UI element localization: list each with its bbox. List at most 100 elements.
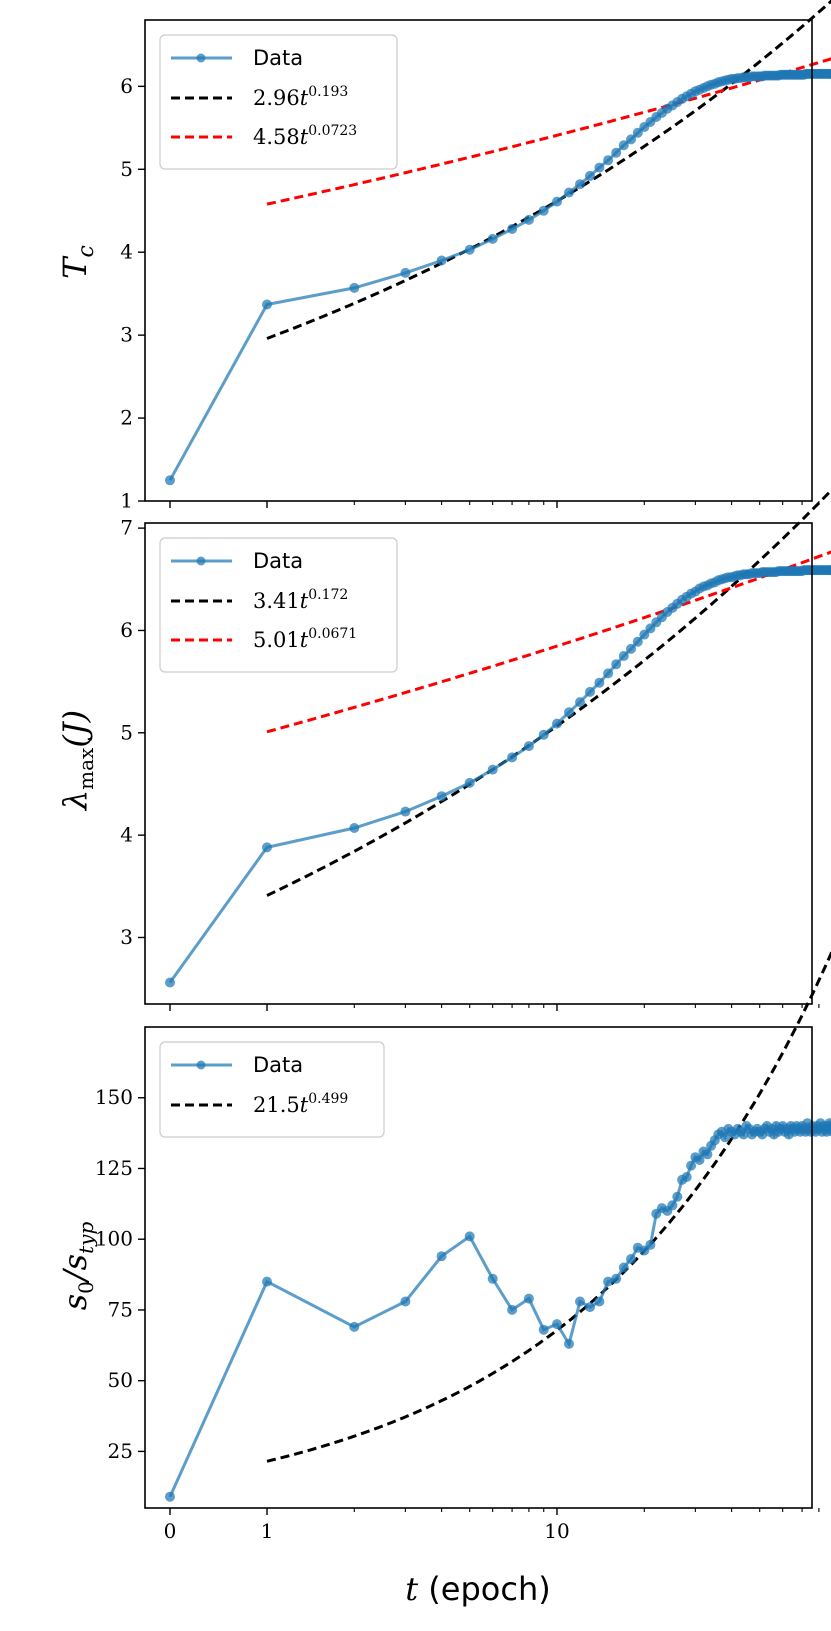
data-point	[165, 475, 175, 486]
y-tick-label: 4	[120, 823, 133, 847]
data-point	[681, 1172, 692, 1182]
y-tick-label: 5	[120, 720, 133, 744]
data-point	[626, 1254, 636, 1264]
data-point	[487, 233, 498, 244]
data-point	[618, 651, 629, 661]
data-point	[828, 565, 831, 575]
legend-label-fit: 4.58t0.0723	[253, 123, 357, 149]
y-tick-label: 125	[95, 1156, 133, 1180]
y-tick-label: 7	[120, 516, 133, 540]
legend-label-fit: 5.01t0.0671	[253, 626, 357, 652]
data-point	[686, 1160, 697, 1171]
data-point	[552, 1319, 562, 1330]
data-point	[487, 1273, 498, 1284]
y-tick-label: 4	[120, 240, 133, 264]
data-point	[165, 977, 175, 988]
data-point	[564, 1338, 574, 1349]
data-point	[400, 806, 411, 817]
data-point	[585, 170, 595, 181]
data-point	[618, 1262, 629, 1273]
data-point	[464, 1231, 475, 1242]
x-axis-label: t (epoch)	[405, 1570, 550, 1608]
y-tick-label: 25	[108, 1439, 133, 1463]
data-point	[575, 1296, 585, 1307]
y-tick-label: 75	[108, 1297, 133, 1321]
data-point	[538, 729, 549, 740]
y-tick-label: 2	[120, 406, 133, 430]
data-point	[262, 1276, 272, 1287]
data-point	[632, 636, 643, 647]
legend-label-fit: 21.5t0.499	[253, 1091, 348, 1117]
data-point	[436, 1251, 447, 1262]
data-point	[594, 162, 605, 173]
y-axis-label: s0/styp	[56, 1222, 98, 1311]
data-point	[552, 196, 562, 207]
data-point	[436, 255, 447, 266]
x-tick-label: 1	[261, 1519, 274, 1543]
fit-line	[266, 0, 831, 340]
data-point	[349, 282, 360, 293]
data-point	[603, 668, 614, 679]
data-point	[585, 686, 595, 697]
data-point	[594, 677, 605, 688]
x-tick-label: 0	[164, 1519, 177, 1543]
legend-label-fit: 3.41t0.172	[253, 587, 348, 613]
data-point	[523, 741, 534, 752]
data-point	[611, 1273, 622, 1284]
data-point	[552, 718, 562, 729]
y-tick-label: 5	[120, 157, 133, 181]
data-point	[585, 1302, 595, 1313]
data-point	[400, 267, 411, 278]
data-point	[720, 1132, 731, 1143]
fit-line	[266, 550, 831, 734]
data-point	[575, 697, 585, 708]
data-point	[645, 1239, 656, 1250]
data-point	[603, 1276, 614, 1287]
legend: Data 3.41t0.172 5.01t0.0671	[159, 537, 398, 673]
y-tick-label: 6	[120, 74, 133, 98]
data-point	[538, 205, 549, 216]
y-axis-label: λmax(J)	[56, 710, 98, 812]
data-point	[487, 764, 498, 775]
data-point	[464, 777, 475, 788]
legend-label-data: Data	[253, 46, 303, 70]
legend-marker	[196, 1060, 206, 1070]
data-point	[667, 1200, 678, 1211]
data-point	[594, 1296, 605, 1307]
fit-line	[266, 950, 831, 1463]
data-point	[349, 1321, 360, 1332]
data-point	[575, 179, 585, 190]
data-point	[523, 214, 534, 225]
y-axis-label: Tc	[56, 245, 99, 279]
data-point	[507, 1304, 518, 1315]
y-tick-label: 3	[120, 323, 133, 347]
legend-label-fit: 2.96t0.193	[253, 84, 348, 110]
legend-marker	[196, 53, 206, 63]
data-point	[400, 1296, 411, 1307]
data-point	[626, 643, 636, 654]
y-tick-label: 150	[95, 1085, 133, 1109]
data-point	[611, 147, 622, 158]
y-tick-label: 6	[120, 618, 133, 642]
y-tick-label: 3	[120, 925, 133, 949]
data-point	[538, 1324, 549, 1335]
legend-label-data: Data	[253, 549, 303, 573]
data-point	[694, 1155, 705, 1165]
data-point	[507, 224, 518, 234]
panel-bottom: 25 50 75 100 125 150 0 1 10 s0/styp t (e…	[56, 950, 831, 1608]
data-point	[672, 1191, 683, 1202]
y-tick-label: 1	[120, 489, 133, 513]
data-point	[626, 134, 636, 145]
data-point	[564, 707, 574, 718]
legend-marker	[196, 556, 206, 566]
data-point	[603, 155, 614, 166]
panel-top: 1 2 3 4 5 6 Tc Data 2.96t0.193 4.58t0.07…	[56, 0, 831, 513]
data-point	[262, 842, 272, 853]
y-tick-label: 50	[108, 1368, 133, 1392]
data-point	[523, 1293, 534, 1304]
data-point	[639, 629, 650, 640]
data-point	[262, 299, 272, 310]
y-tick-label: 100	[95, 1227, 133, 1251]
x-tick-label: 10	[544, 1519, 569, 1543]
